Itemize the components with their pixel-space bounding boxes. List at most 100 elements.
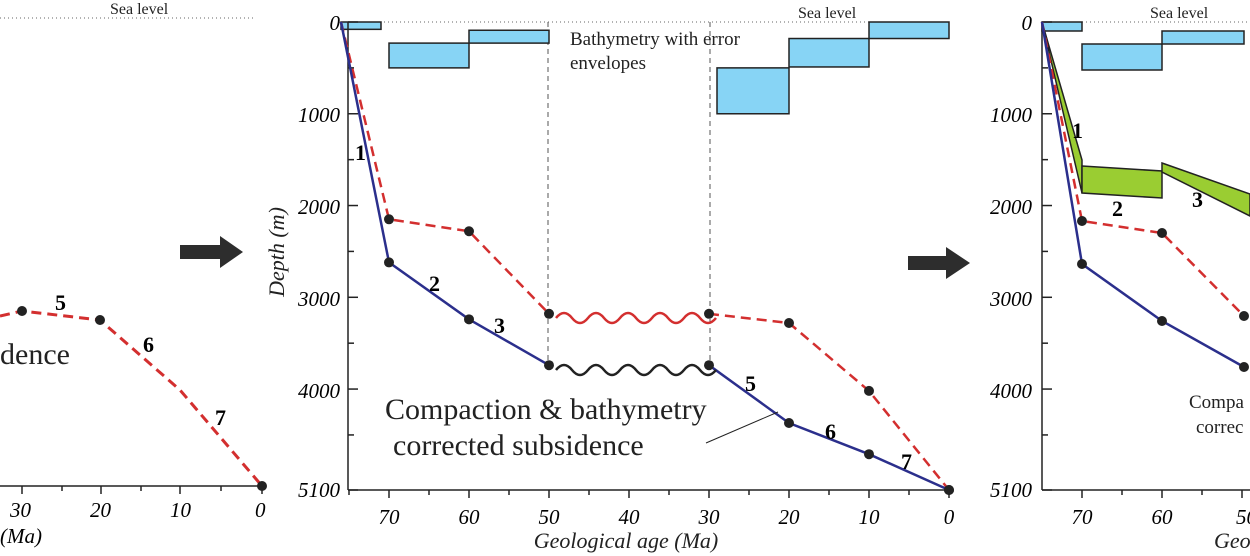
right-x-tick-60: 60 (1152, 505, 1174, 529)
corrected-label-line1: Compaction & bathymetry (385, 393, 707, 426)
right-y-tick-4000: 4000 (990, 379, 1033, 403)
segment-label-5: 5 (745, 371, 756, 396)
right-y-tick-3000: 3000 (989, 287, 1033, 311)
left-tick-20: 20 (90, 498, 112, 522)
x-tick-10: 10 (859, 505, 881, 529)
bathymetry-label-line1: Bathymetry with error (570, 29, 741, 50)
bathymetry-boxes (340, 21, 950, 115)
data-point (384, 214, 394, 225)
right-data-point (1157, 228, 1167, 238)
middle-x-ticks (348, 490, 950, 498)
red-dashed-line (339, 21, 550, 315)
right-data-point (1157, 316, 1167, 326)
right-segment-label-2: 2 (1112, 196, 1123, 221)
right-panel: Sea level 0 1000 2000 3000 4000 5100 70 … (989, 5, 1250, 553)
data-point (944, 485, 954, 495)
right-x-tick-70: 70 (1072, 505, 1094, 529)
x-tick-50: 50 (539, 505, 561, 529)
data-point (464, 226, 474, 237)
right-partial-label-line1: Compa (1189, 392, 1244, 413)
right-sea-level-label: Sea level (1150, 5, 1209, 22)
right-data-point (1077, 259, 1087, 269)
right-red-dashed-line (1040, 21, 1245, 317)
left-segment-label-7: 7 (215, 405, 226, 430)
data-point (704, 308, 714, 319)
x-tick-40: 40 (619, 505, 641, 529)
data-point (864, 449, 874, 460)
y-axis-label: Depth (m) (264, 207, 289, 298)
right-y-tick-5100: 5100 (990, 478, 1033, 502)
bathymetry-label-line2: envelopes (570, 53, 646, 74)
middle-sea-level-label: Sea level (798, 5, 857, 22)
bathymetry-box (340, 21, 382, 31)
y-tick-3000: 3000 (297, 287, 341, 311)
blue-subsidence-line (708, 364, 950, 492)
middle-panel: Sea level Bathymetry with error envelope… (264, 5, 955, 553)
black-wavy-hiatus (555, 363, 717, 377)
right-segment-label-1: 1 (1072, 118, 1083, 143)
x-tick-70: 70 (379, 505, 401, 529)
x-tick-60: 60 (459, 505, 481, 529)
left-partial-label: dence (0, 338, 70, 371)
right-bathymetry-box (1161, 30, 1245, 45)
left-sea-level-label: Sea level (110, 1, 169, 18)
segment-label-7: 7 (901, 449, 912, 474)
left-x-ticks (21, 486, 263, 494)
x-tick-0: 0 (944, 505, 955, 529)
right-y-tick-0: 0 (1022, 11, 1033, 35)
x-axis-label: Geological age (Ma) (534, 528, 719, 553)
right-partial-label-line2: correc (1196, 417, 1243, 438)
right-x-ticks (1081, 490, 1243, 498)
corrected-label-line2: corrected subsidence (393, 429, 644, 462)
data-point (784, 418, 794, 429)
right-x-axis-partial-label: Geo (1214, 528, 1250, 553)
data-point (544, 360, 554, 371)
left-data-point (17, 306, 27, 316)
segment-label-6: 6 (825, 419, 836, 444)
y-tick-0: 0 (330, 11, 341, 35)
right-bathymetry-box (1081, 43, 1163, 71)
data-point (784, 317, 794, 328)
segment-label-1: 1 (355, 140, 366, 165)
annotation-leader-line (705, 411, 779, 444)
data-point (464, 314, 474, 325)
left-data-point (95, 315, 105, 325)
right-bathymetry-box (1041, 21, 1083, 32)
right-data-point (1077, 216, 1087, 226)
right-y-tick-2000: 2000 (990, 195, 1033, 219)
right-green-band (1161, 161, 1250, 217)
left-segment-label-5: 5 (55, 290, 66, 315)
left-panel: Sea level 5 6 7 dence 30 20 10 0 (Ma) (0, 1, 267, 548)
right-data-point (1239, 311, 1249, 321)
right-blue-line (1040, 21, 1245, 369)
left-tick-0: 0 (255, 498, 266, 522)
right-y-ticks (1042, 21, 1052, 491)
data-point (544, 308, 554, 319)
segment-label-2: 2 (429, 271, 440, 296)
middle-y-ticks (348, 21, 358, 491)
blue-subsidence-line (339, 21, 550, 367)
y-tick-4000: 4000 (298, 379, 341, 403)
x-tick-30: 30 (698, 505, 721, 529)
right-data-point (1239, 362, 1249, 372)
y-tick-2000: 2000 (298, 195, 341, 219)
right-y-tick-1000: 1000 (990, 103, 1033, 127)
data-point (864, 385, 874, 396)
bathymetry-box (468, 29, 550, 44)
right-x-tick-50: 50 (1236, 505, 1250, 529)
x-tick-20: 20 (779, 505, 801, 529)
y-tick-1000: 1000 (298, 103, 341, 127)
data-point (384, 257, 394, 268)
right-green-band (1081, 165, 1163, 199)
left-tick-10: 10 (170, 498, 192, 522)
bathymetry-box (388, 42, 470, 69)
data-point (704, 360, 714, 371)
arrow-right-icon (180, 236, 243, 268)
middle-series (339, 21, 954, 495)
red-wavy-hiatus (555, 311, 717, 325)
left-segment-label-6: 6 (143, 332, 154, 357)
arrow-right-icon (908, 247, 970, 279)
bathymetry-box (868, 21, 950, 40)
right-segment-label-3: 3 (1192, 187, 1203, 212)
